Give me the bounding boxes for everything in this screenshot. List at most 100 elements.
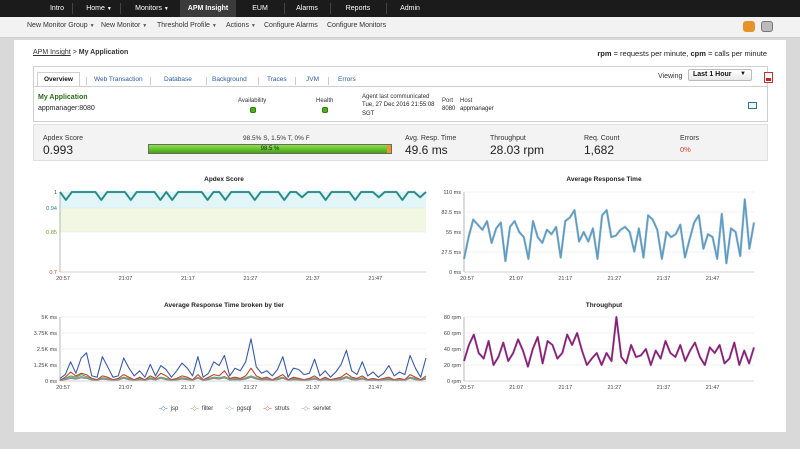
tab-divider [206,77,207,85]
apdex-breakdown: 98.5% S, 1.5% T, 0% F [243,135,310,142]
agent-last-label: Agent last communicated [362,94,430,100]
threshold-profile-menu[interactable]: Threshold Profile ▼ [157,22,217,29]
x-tick-label: 21:37 [657,385,671,391]
health-status-icon [322,107,328,113]
time-range-select[interactable]: Last 1 Hour ▼ [688,69,752,81]
apdex-satisfied-fill [149,145,388,153]
series-shadow [462,198,756,265]
x-tick-label: 21:17 [181,276,195,282]
legend-swatch-icon: -◇- [190,406,199,412]
main-content: APM Insight > My Application rpm = reque… [14,40,786,432]
chevron-down-icon: ▼ [250,23,256,29]
tab-divider [258,77,259,85]
legend-item-filter[interactable]: -◇- filter [190,406,213,412]
chevron-down-icon: ▼ [211,23,217,29]
y-tick-label: 0 rpm [447,379,461,385]
series-line-servlet [59,376,427,382]
tab-alarms[interactable]: Alarms [296,5,318,12]
x-tick-label: 21:47 [706,385,720,391]
y-tick-label: 110 ms [443,190,461,196]
tab-eum[interactable]: EUM [252,5,268,12]
x-tick-label: 21:47 [706,276,720,282]
x-tick-label: 21:07 [119,385,133,391]
tab-divider [295,77,296,85]
y-tick-label: 80 rpm [444,315,462,321]
print-icon[interactable] [761,21,773,32]
tab-background[interactable]: Background [212,76,247,83]
tab-apm-insight[interactable]: APM Insight [180,0,236,17]
breadcrumb-separator: > [72,49,77,56]
legend-item-jsp[interactable]: -◇- jsp [159,406,178,412]
apdex-label: Apdex Score [43,135,84,142]
tab-overview[interactable]: Overview [37,72,80,86]
x-tick-label: 21:17 [181,385,195,391]
y-tick-label: 0 ms [449,270,461,276]
sub-nav-bar: New Monitor Group ▼ New Monitor ▼ Thresh… [0,17,800,38]
apdex-tolerating-fill [387,145,391,153]
new-monitor-group-menu[interactable]: New Monitor Group ▼ [27,22,95,29]
configure-monitors-link[interactable]: Configure Monitors [327,22,387,29]
legend-item-servlet[interactable]: -◇- servlet [302,406,331,412]
breadcrumb-apm-insight-link[interactable]: APM Insight [33,49,71,56]
tier-chart-legend: -◇- jsp -◇- filter -◇- pgsql -◇- struts -◇- servl… [159,405,343,412]
actions-menu[interactable]: Actions ▼ [226,22,256,29]
chevron-down-icon: ▼ [106,6,112,12]
port-label: Port [442,98,454,104]
x-tick-label: 20:57 [460,276,474,282]
rpm-cpm-legend: rpm = requests per minute, cpm = calls p… [597,49,767,58]
legend-swatch-icon: -◇- [159,406,168,412]
legend-swatch-icon: -◇- [225,406,234,412]
y-tick-label: 5K ms [41,315,57,321]
avg-resp-value: 49.6 ms [405,143,448,157]
req-count-label: Req. Count [584,135,620,142]
app-host-port: appmanager:8080 [38,105,95,112]
breadcrumb: APM Insight > My Application [33,49,128,56]
series-line-0 [463,316,755,368]
tab-traces[interactable]: Traces [267,76,287,83]
legend-item-struts[interactable]: -◇- struts [263,406,289,412]
x-tick-label: 21:47 [368,276,382,282]
y-tick-label: 0 ms [45,379,57,385]
x-tick-label: 20:57 [460,385,474,391]
tab-intro[interactable]: Intro [49,5,64,12]
throughput-label: Throughput [490,135,526,142]
port-value: 8080 [442,106,456,112]
time-range-value: Last 1 Hour [693,71,732,78]
viewing-label: Viewing [658,73,683,80]
tab-home[interactable]: Home ▼ [80,0,118,17]
tools-icon[interactable] [743,21,755,32]
apdex-progress-bar: 98.5 % [148,144,392,154]
new-monitor-menu[interactable]: New Monitor ▼ [101,22,147,29]
app-name: My Application [38,94,88,101]
rpm-text: = requests per minute, [611,49,691,58]
tab-divider [86,77,87,85]
monitor-config-icon[interactable] [748,102,757,109]
apdex-chart-title: Apdex Score [204,176,244,183]
top-nav-bar: Intro Home ▼ Monitors ▼ APM Insight EUM … [0,0,800,17]
x-tick-label: 21:07 [509,276,523,282]
y-tick-label: 82.5 ms [441,210,461,216]
tab-database[interactable]: Database [164,76,192,83]
tab-reports[interactable]: Reports [345,5,371,12]
tier-chart-title: Average Response Time broken by tier [164,302,284,309]
tab-web-transaction[interactable]: Web Transaction [94,76,143,83]
tab-admin[interactable]: Admin [400,5,420,12]
pdf-export-icon[interactable] [764,72,773,83]
tab-errors[interactable]: Errors [338,76,356,83]
rpm-key: rpm [597,49,612,58]
avg-resp-label: Avg. Resp. Time [405,135,457,142]
configure-alarms-link[interactable]: Configure Alarms [264,22,318,29]
y-tick-label: 40 rpm [444,347,462,353]
legend-label: servlet [313,406,331,412]
tab-monitors[interactable]: Monitors ▼ [128,0,176,17]
x-tick-label: 21:37 [306,276,320,282]
tab-divider [284,3,285,14]
legend-item-pgsql[interactable]: -◇- pgsql [225,406,251,412]
chevron-down-icon: ▼ [142,23,148,29]
tab-jvm[interactable]: JVM [306,76,319,83]
x-tick-label: 21:37 [657,276,671,282]
x-tick-label: 21:27 [243,276,257,282]
x-tick-label: 21:37 [306,385,320,391]
